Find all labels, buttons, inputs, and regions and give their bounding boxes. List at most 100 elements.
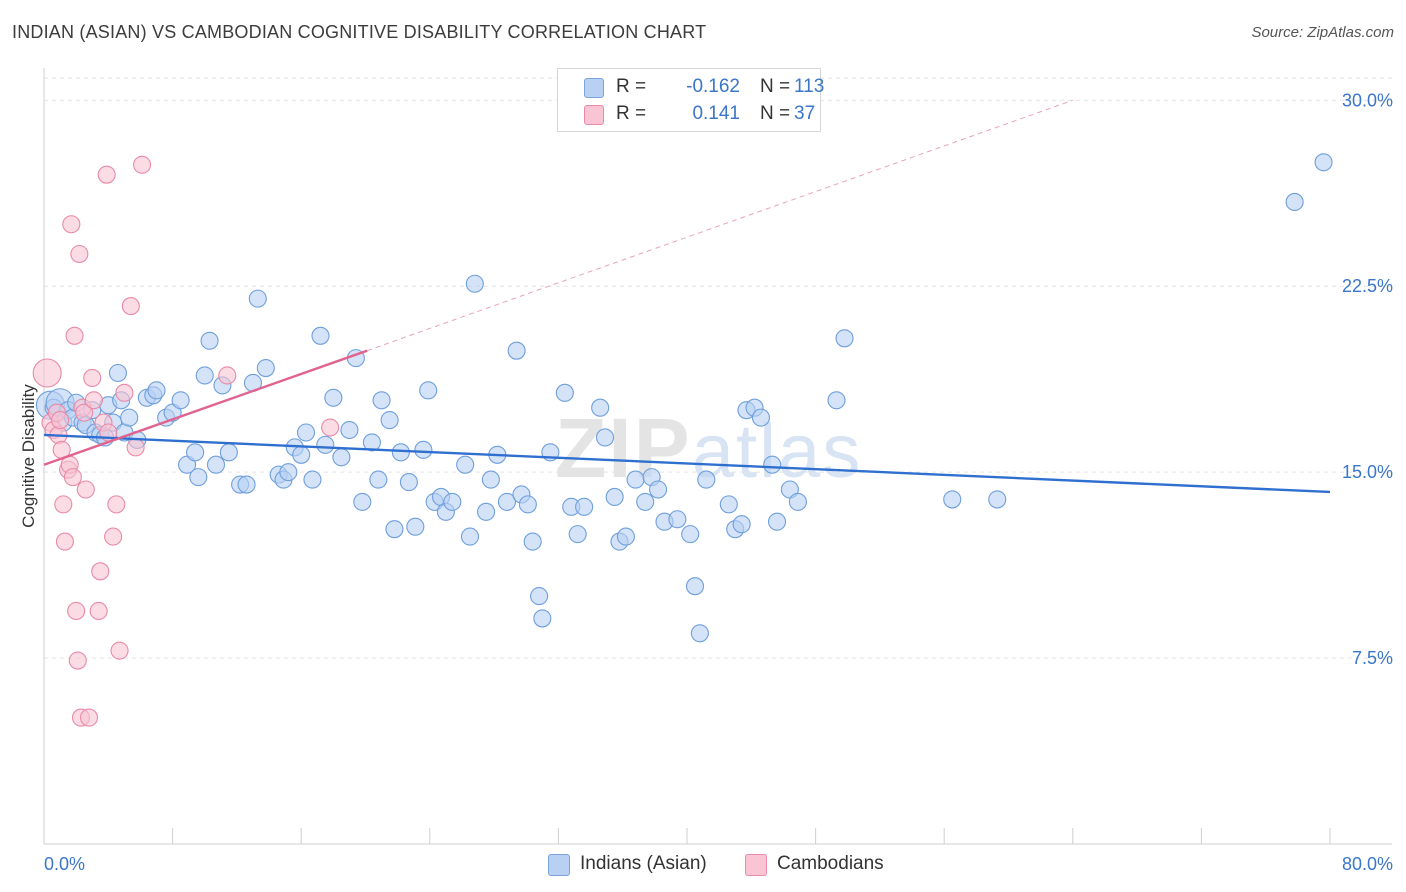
point-indians [465,274,484,293]
point-indians [219,443,238,462]
point-indians [362,433,381,452]
point-indians [568,525,587,544]
point-indians [324,388,343,407]
point-cambodians [54,495,73,514]
point-indians [605,487,624,506]
trend-extension-cambodians [366,99,1073,352]
point-cambodians [89,601,108,621]
watermark: ZIPatlas [555,400,862,497]
point-indians [788,492,807,511]
point-cambodians [115,383,134,402]
y-tick-label: 15.0% [1342,462,1393,482]
point-indians [697,470,716,489]
legend-r-label: R = [616,76,647,97]
bottom-legend-indians: Indians (Asian) [548,851,728,877]
point-indians [626,470,645,489]
point-cambodians [76,480,95,499]
y-tick-label: 22.5% [1342,276,1393,296]
point-cambodians [133,155,152,174]
point-cambodians [126,438,145,457]
y-tick-label: 7.5% [1352,648,1393,668]
point-indians [751,408,770,427]
point-indians [296,423,316,442]
point-indians [237,475,256,494]
point-indians [147,381,166,400]
point-cambodians [62,215,81,234]
x-tick-label: 80.0% [1342,854,1393,874]
point-indians [690,624,709,643]
legend-n-value: 113 [794,76,825,97]
point-cambodians [121,297,140,316]
point-indians [332,448,351,467]
point-indians [369,470,388,489]
point-indians [668,510,687,529]
point-indians [108,363,127,383]
point-indians [189,468,208,487]
bottom-legend-swatch-cambodians [745,854,767,876]
point-indians [616,527,635,546]
point-indians [380,411,399,430]
point-indians [391,443,410,462]
legend-n-value: 37 [794,103,816,124]
watermark-zip: ZIP [555,401,692,495]
point-indians [595,428,615,447]
point-cambodians [51,411,70,430]
point-indians [406,517,425,536]
point-cambodians [55,532,74,551]
point-indians [507,341,526,360]
point-indians [497,492,517,511]
chart-title: INDIAN (ASIAN) VS CAMBODIAN COGNITIVE DI… [12,22,707,42]
point-indians [419,381,438,400]
point-indians [533,609,552,628]
point-indians [481,470,500,489]
point-indians [171,391,190,410]
point-indians [523,532,542,551]
point-indians [518,495,537,514]
point-cambodians [75,403,94,422]
point-indians [340,420,359,440]
point-cambodians [110,641,129,660]
point-indians [256,358,275,378]
point-indians [1285,192,1304,211]
point-indians [206,455,226,474]
point-indians [195,366,214,385]
bottom-legend-cambodians: Cambodians [745,851,905,877]
watermark-atlas: atlas [691,409,863,494]
point-indians [460,527,480,546]
point-cambodians [79,708,99,727]
stats-legend: R = -0.162 N = 113 R = 0.141 N = 37 [557,68,825,132]
point-cambodians [218,366,237,385]
point-indians [443,492,462,511]
source-label: Source: ZipAtlas.com [1251,24,1394,41]
point-indians [279,463,298,482]
point-indians [248,289,267,308]
point-indians [767,512,787,531]
point-indians [685,577,705,596]
point-cambodians [84,391,103,410]
point-cambodians [68,651,87,670]
point-indians [399,473,418,492]
point-indians [530,587,549,606]
point-indians [835,329,854,348]
legend-n-label: N = [760,103,791,124]
legend-swatch-indians [584,78,604,98]
point-indians [591,398,610,417]
point-indians [311,326,330,345]
point-indians [763,455,782,474]
point-indians [316,435,335,454]
point-indians [943,490,962,509]
point-cambodians [321,418,340,437]
point-indians [827,391,846,410]
trend-line-indians [43,433,1331,494]
y-tick-label: 30.0% [1342,90,1393,110]
legend-n-label: N = [760,76,791,97]
legend-r-label: R = [616,103,647,124]
point-cambodians [32,358,62,388]
point-indians [681,525,700,544]
legend-r-value: 0.141 [692,103,740,124]
point-indians [385,520,404,539]
point-indians [414,440,433,459]
point-cambodians [97,165,116,184]
legend-r-value: -0.162 [686,76,740,97]
